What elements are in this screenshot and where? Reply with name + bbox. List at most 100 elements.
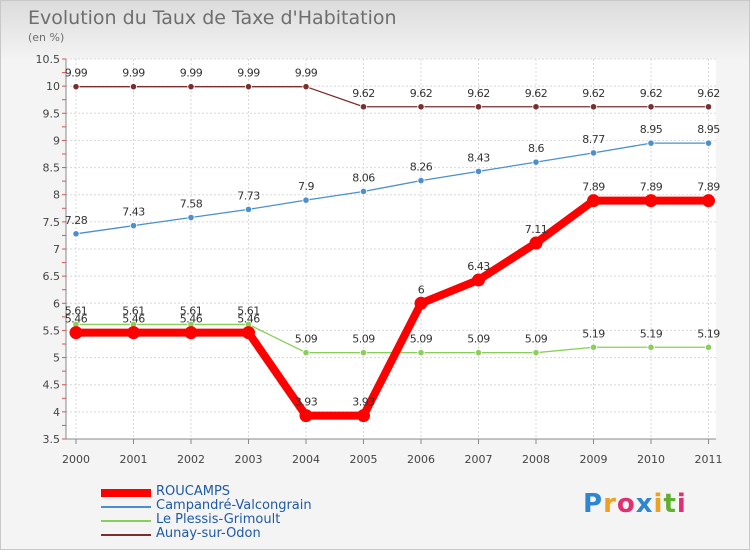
- series-line-0: [72, 196, 713, 420]
- data-label: 7.73: [237, 189, 260, 202]
- data-point: [69, 326, 83, 340]
- series-line-1: [75, 142, 710, 235]
- data-label: 5.46: [122, 313, 145, 326]
- data-point: [474, 167, 483, 175]
- logo-letter: r: [603, 489, 617, 519]
- y-tick-label: 9.5: [43, 107, 61, 120]
- y-tick-label: 6: [53, 297, 60, 310]
- legend-label: ROUCAMPS: [156, 484, 231, 499]
- data-point: [644, 194, 658, 208]
- series-line-3: [75, 86, 710, 108]
- legend-swatch: [101, 489, 151, 497]
- x-tick-label: 2000: [62, 453, 90, 466]
- data-point: [647, 139, 655, 147]
- data-point: [244, 205, 253, 213]
- data-label: 3.93: [295, 396, 318, 409]
- data-label: 7.43: [122, 206, 145, 219]
- y-tick-label: 10: [46, 80, 60, 93]
- data-label: 5.46: [65, 313, 88, 326]
- data-point: [704, 343, 713, 351]
- data-label: 5.61: [180, 304, 203, 317]
- data-label: 5.19: [582, 327, 605, 340]
- data-point: [244, 83, 253, 91]
- data-label: 5.46: [180, 313, 203, 326]
- y-tick-label: 10.5: [36, 53, 61, 66]
- data-point: [589, 103, 598, 111]
- data-label: 9.62: [582, 87, 605, 100]
- data-label: 9.99: [65, 67, 88, 80]
- data-label: 5.09: [410, 333, 433, 346]
- logo-letter: i: [676, 489, 687, 519]
- data-label: 9.62: [640, 87, 663, 100]
- y-tick-label: 5: [53, 352, 60, 365]
- data-label: 8.95: [640, 123, 663, 136]
- chart-subtitle: (en %): [28, 31, 65, 44]
- data-label: 9.62: [697, 87, 720, 100]
- data-point: [474, 349, 483, 357]
- y-tick-label: 5.5: [43, 324, 61, 337]
- data-point: [187, 83, 195, 91]
- data-point: [647, 343, 655, 351]
- data-label: 9.99: [295, 67, 318, 80]
- data-point: [532, 349, 540, 357]
- data-point: [589, 149, 598, 157]
- y-tick-label: 4: [53, 406, 60, 419]
- data-label: 8.95: [697, 123, 720, 136]
- data-label: 5.46: [237, 313, 260, 326]
- data-label: 9.62: [525, 87, 548, 100]
- data-point: [417, 349, 425, 357]
- data-label: 5.19: [640, 327, 663, 340]
- data-label: 5.61: [237, 304, 260, 317]
- y-tick-label: 7: [53, 243, 60, 256]
- data-point: [529, 236, 543, 250]
- data-point: [474, 103, 483, 111]
- logo-letter: i: [653, 489, 664, 519]
- data-label: 7.9: [298, 180, 314, 193]
- data-point: [587, 194, 600, 208]
- y-tick-label: 4.5: [43, 379, 61, 392]
- data-point: [359, 103, 368, 111]
- legend-swatch: [101, 506, 151, 508]
- data-point: [359, 349, 368, 357]
- data-label: 9.99: [180, 67, 203, 80]
- data-label: 7.28: [65, 214, 88, 227]
- data-label: 7.58: [180, 198, 203, 211]
- data-point: [589, 343, 598, 351]
- x-tick-label: 2002: [177, 453, 205, 466]
- legend-label: Aunay-sur-Odon: [156, 526, 261, 541]
- data-point: [532, 158, 540, 166]
- x-tick-label: 2010: [637, 453, 665, 466]
- data-label: 5.09: [467, 333, 490, 346]
- data-label: 8.43: [467, 151, 490, 164]
- data-label: 3.93: [352, 396, 375, 409]
- data-label: 9.99: [237, 67, 260, 80]
- x-tick-label: 2009: [580, 453, 608, 466]
- logo-letter: o: [616, 489, 636, 519]
- data-point: [187, 213, 195, 222]
- y-tick-label: 8.5: [43, 162, 61, 175]
- data-point: [704, 103, 713, 111]
- data-point: [704, 139, 713, 147]
- data-point: [417, 103, 425, 111]
- data-label: 6: [418, 283, 425, 296]
- data-point: [472, 273, 485, 287]
- data-label: 8.06: [352, 171, 375, 184]
- x-tick-label: 2004: [292, 453, 320, 466]
- data-label: 8.77: [582, 133, 605, 146]
- data-point: [302, 196, 310, 204]
- data-point: [184, 326, 198, 340]
- legend-label: Le Plessis-Grimoult: [156, 512, 281, 527]
- data-label: 7.89: [582, 181, 605, 194]
- chart-title: Evolution du Taux de Taxe d'Habitation: [28, 7, 397, 29]
- data-point: [414, 296, 428, 310]
- logo-letter: x: [635, 489, 654, 519]
- data-label: 5.61: [122, 304, 145, 317]
- data-point: [357, 409, 370, 423]
- legend-swatch: [101, 534, 151, 536]
- legend-label: Campandré-Valcongrain: [156, 498, 312, 513]
- data-point: [359, 187, 368, 196]
- data-point: [242, 326, 255, 340]
- y-tick-label: 9: [53, 134, 60, 147]
- proxiti-logo: Proxiti: [583, 489, 687, 519]
- x-tick-label: 2005: [350, 453, 378, 466]
